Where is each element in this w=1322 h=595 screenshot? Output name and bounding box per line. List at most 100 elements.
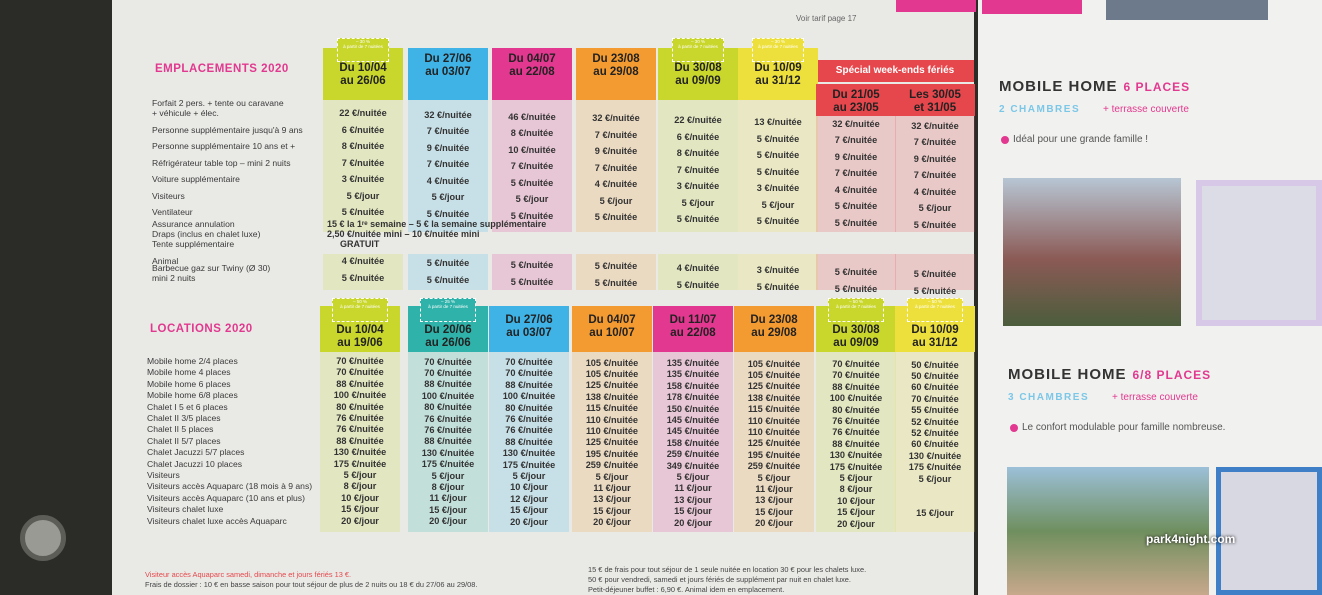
price: 5 €/jour xyxy=(757,472,791,483)
price: 70 €/nuitée xyxy=(424,367,472,378)
price: 5 €/nuitée xyxy=(426,208,470,219)
row-label: Visiteurs chalet luxe accès Aquaparc xyxy=(147,515,287,526)
price: 60 €/nuitée xyxy=(911,439,959,450)
badge-value: – 50 % xyxy=(927,299,942,304)
footer-note: Petit-déjeuner buffet : 6,90 €. Animal i… xyxy=(588,585,785,594)
price: 80 €/nuitée xyxy=(424,402,472,413)
badge-value: – 50 % xyxy=(352,299,367,304)
price: 5 €/jour xyxy=(431,192,465,203)
price: 32 €/nuitée xyxy=(911,120,959,131)
price: 76 €/nuitée xyxy=(832,416,880,426)
date-line: Les 30/05 xyxy=(909,89,961,101)
price: 5 €/nuitée xyxy=(594,212,638,223)
price: 105 €/nuitée xyxy=(585,357,639,368)
price: 80 €/nuitée xyxy=(505,402,553,413)
price: 5 €/nuitée xyxy=(426,274,470,285)
price: 80 €/nuitée xyxy=(336,401,384,412)
price: 110 €/nuitée xyxy=(585,414,639,425)
price: 70 €/nuitée xyxy=(832,370,880,381)
price: 150 €/nuitée xyxy=(666,403,720,414)
product-name: MOBILE HOME xyxy=(1008,366,1127,383)
row-label: Chalet II 3/5 places xyxy=(147,413,221,423)
row-label: Chalet I 5 et 6 places xyxy=(147,401,228,412)
row-label: Visiteurs xyxy=(152,190,185,201)
price: 15 €/jour xyxy=(510,505,548,516)
date-line: au 29/08 xyxy=(751,327,797,339)
product-places: 6/8 PLACES xyxy=(1132,368,1212,382)
price: 52 €/nuitée xyxy=(911,416,959,427)
price: 5 €/nuitée xyxy=(594,278,638,289)
discount-badge: – 50 % à partir de 7 nuitées xyxy=(332,298,388,322)
badge-value: – 30 % xyxy=(355,39,370,44)
date-line: au 26/06 xyxy=(340,75,386,87)
price: 88 €/nuitée xyxy=(832,381,880,392)
price: 60 €/nuitée xyxy=(911,382,959,393)
price: 88 €/nuitée xyxy=(505,436,553,447)
date-line: Du 10/09 xyxy=(911,324,959,336)
price: 5 €/jour xyxy=(676,472,710,482)
price: 259 €/nuitée xyxy=(747,461,801,472)
date-line: Du 04/07 xyxy=(508,53,556,65)
price: 5 €/jour xyxy=(431,470,465,481)
price: 11 €/jour xyxy=(429,493,467,504)
date-line: au 03/07 xyxy=(506,327,552,339)
price: 11 €/jour xyxy=(674,483,712,494)
price: 20 €/jour xyxy=(837,518,875,529)
price: 5 €/jour xyxy=(599,195,633,206)
price: 5 €/nuitée xyxy=(510,210,554,221)
tint-column xyxy=(408,100,488,232)
price: 178 €/nuitée xyxy=(666,392,720,403)
discount-badge: – 30 % à partir de 7 nuitées xyxy=(337,38,389,62)
price: 138 €/nuitée xyxy=(585,391,639,402)
price: 130 €/nuitée xyxy=(829,450,883,461)
price: 5 €/nuitée xyxy=(913,285,957,296)
price: 10 €/jour xyxy=(341,492,379,503)
price: 70 €/nuitée xyxy=(424,356,472,367)
tint-column xyxy=(408,352,488,532)
date-line: et 31/05 xyxy=(913,102,957,114)
price: 3 €/nuitée xyxy=(341,174,385,184)
photo-mobile-home xyxy=(1007,467,1209,595)
price: 5 €/jour xyxy=(839,473,873,483)
price: 50 €/nuitée xyxy=(911,359,959,370)
badge-note: à partir de 7 nuitées xyxy=(678,44,718,49)
price: 195 €/nuitée xyxy=(747,449,801,460)
price: 3 €/nuitée xyxy=(756,183,800,193)
row-label: Forfait 2 pers. + tente ou caravane xyxy=(152,98,284,108)
price: 135 €/nuitée xyxy=(666,358,720,368)
date-line: Du 27/06 xyxy=(424,53,472,65)
color-strip xyxy=(896,0,976,12)
price: 5 €/nuitée xyxy=(426,257,470,268)
tint-column xyxy=(492,100,572,232)
price: 100 €/nuitée xyxy=(502,391,556,402)
price: 32 €/nuitée xyxy=(424,109,472,120)
price: 105 €/nuitée xyxy=(747,369,801,380)
price: 3 €/nuitée xyxy=(756,265,800,275)
price: 5 €/nuitée xyxy=(510,276,554,287)
tint-column xyxy=(576,100,656,232)
price: 10 €/jour xyxy=(510,482,548,493)
footer-note: Visiteur accès Aquaparc samedi, dimanche… xyxy=(145,570,352,579)
row-label: Chalet Jacuzzi 10 places xyxy=(147,458,243,469)
price: 7 €/nuitée xyxy=(341,157,385,168)
price: 5 €/nuitée xyxy=(341,273,385,283)
price: 52 €/nuitée xyxy=(911,427,959,438)
extra-text: GRATUIT xyxy=(340,239,380,249)
date-line: Du 20/06 xyxy=(424,324,472,336)
price: 15 €/jour xyxy=(593,505,631,516)
price: 8 €/jour xyxy=(343,481,377,492)
row-label: Voiture supplémentaire xyxy=(152,174,240,184)
price: 125 €/nuitée xyxy=(585,380,639,391)
price: 4 €/nuitée xyxy=(834,184,878,195)
date-line: Du 10/09 xyxy=(754,62,802,74)
row-label: Réfrigérateur table top – mini 2 nuits xyxy=(152,157,291,168)
price: 9 €/nuitée xyxy=(913,153,957,164)
row-label: Tente supplémentaire xyxy=(152,239,235,249)
price: 20 €/jour xyxy=(593,517,631,528)
price: 22 €/nuitée xyxy=(339,108,387,118)
price: 15 €/jour xyxy=(837,507,875,518)
floor-plan xyxy=(1196,180,1322,326)
tint-column xyxy=(572,352,652,532)
tint-column xyxy=(653,352,733,532)
